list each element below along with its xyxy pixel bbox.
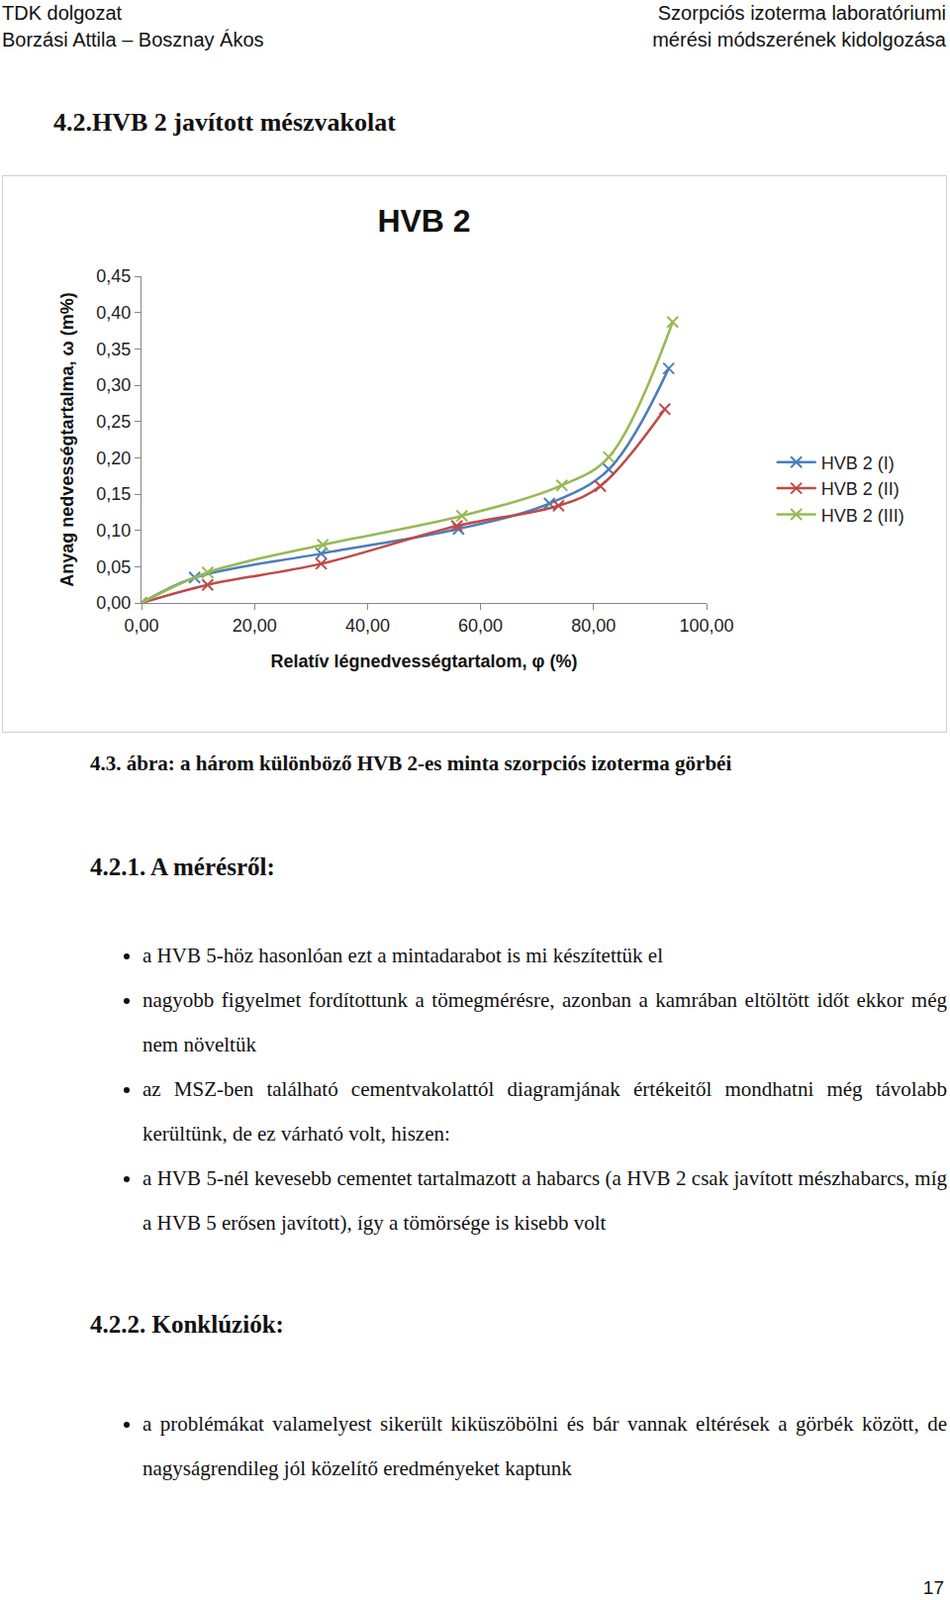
- svg-text:Relatív légnedvességtartalom,: Relatív légnedvességtartalom, φ (%): [271, 651, 578, 671]
- html-text:4.2.1. A mérésről:: 4.2.1. A mérésről:: [90, 853, 275, 880]
- svg-text:HVB 2 (III): HVB 2 (III): [821, 505, 905, 526]
- svg-text:0,45: 0,45: [95, 266, 131, 286]
- svg-text:Anyag nedvességtartalma, ω (m%: Anyag nedvességtartalma, ω (m%): [57, 291, 78, 586]
- svg-text:HVB 2 (II): HVB 2 (II): [821, 478, 900, 499]
- html-text:Borzási Attila – Bosznay Ákos: Borzási Attila – Bosznay Ákos: [1, 28, 264, 50]
- html-text:4.2.HVB 2 javított mészvakolat: 4.2.HVB 2 javított mészvakolat: [53, 107, 396, 137]
- html-text:Szorpciós izoterma laboratóriu: Szorpciós izoterma laboratóriumi: [657, 1, 947, 24]
- html-text:TDK dolgozat: TDK dolgozat: [1, 1, 122, 24]
- svg-text:HVB 2 (I): HVB 2 (I): [821, 453, 895, 474]
- svg-text:0,15: 0,15: [95, 483, 131, 504]
- svg-text:0,30: 0,30: [95, 375, 131, 395]
- html-text:17: 17: [923, 1576, 945, 1598]
- svg-text:0,25: 0,25: [95, 411, 131, 432]
- svg-text:0,10: 0,10: [95, 520, 131, 541]
- svg-text:0,35: 0,35: [95, 339, 131, 360]
- svg-text:100,00: 100,00: [678, 615, 734, 636]
- svg-text:0,00: 0,00: [95, 592, 131, 613]
- html-text:a problémákat valamelyest sike: a problémákat valamelyest sikerült kiküs…: [142, 1411, 948, 1480]
- html-text:az MSZ-ben található cementvak: az MSZ-ben található cementvakolattól di…: [142, 1076, 948, 1145]
- html-text:4.3. ábra: a három különböző H: 4.3. ábra: a három különböző HVB 2-es mi…: [90, 751, 732, 775]
- svg-text:80,00: 80,00: [570, 615, 616, 636]
- svg-text:0,40: 0,40: [95, 302, 131, 323]
- html-text:a HVB 5-höz hasonlóan ezt a mi: a HVB 5-höz hasonlóan ezt a mintadarabot…: [142, 943, 664, 967]
- svg-text:20,00: 20,00: [232, 615, 278, 636]
- svg-text:40,00: 40,00: [345, 615, 390, 636]
- html-text:a HVB 5-nél kevesebb cementet: a HVB 5-nél kevesebb cementet tartalmazo…: [142, 1165, 948, 1235]
- svg-text:0,20: 0,20: [95, 448, 131, 469]
- svg-text:HVB 2: HVB 2: [377, 202, 471, 239]
- html-text:mérési módszerének kidolgozása: mérési módszerének kidolgozása: [652, 28, 947, 50]
- svg-text:0,00: 0,00: [123, 615, 159, 636]
- svg-text:0,05: 0,05: [95, 557, 131, 577]
- html-text:4.2.2. Konklúziók:: 4.2.2. Konklúziók:: [90, 1310, 284, 1337]
- svg-text:60,00: 60,00: [458, 615, 503, 636]
- html-text:nagyobb figyelmet fordítottunk: nagyobb figyelmet fordítottunk a tömegmé…: [142, 987, 948, 1056]
